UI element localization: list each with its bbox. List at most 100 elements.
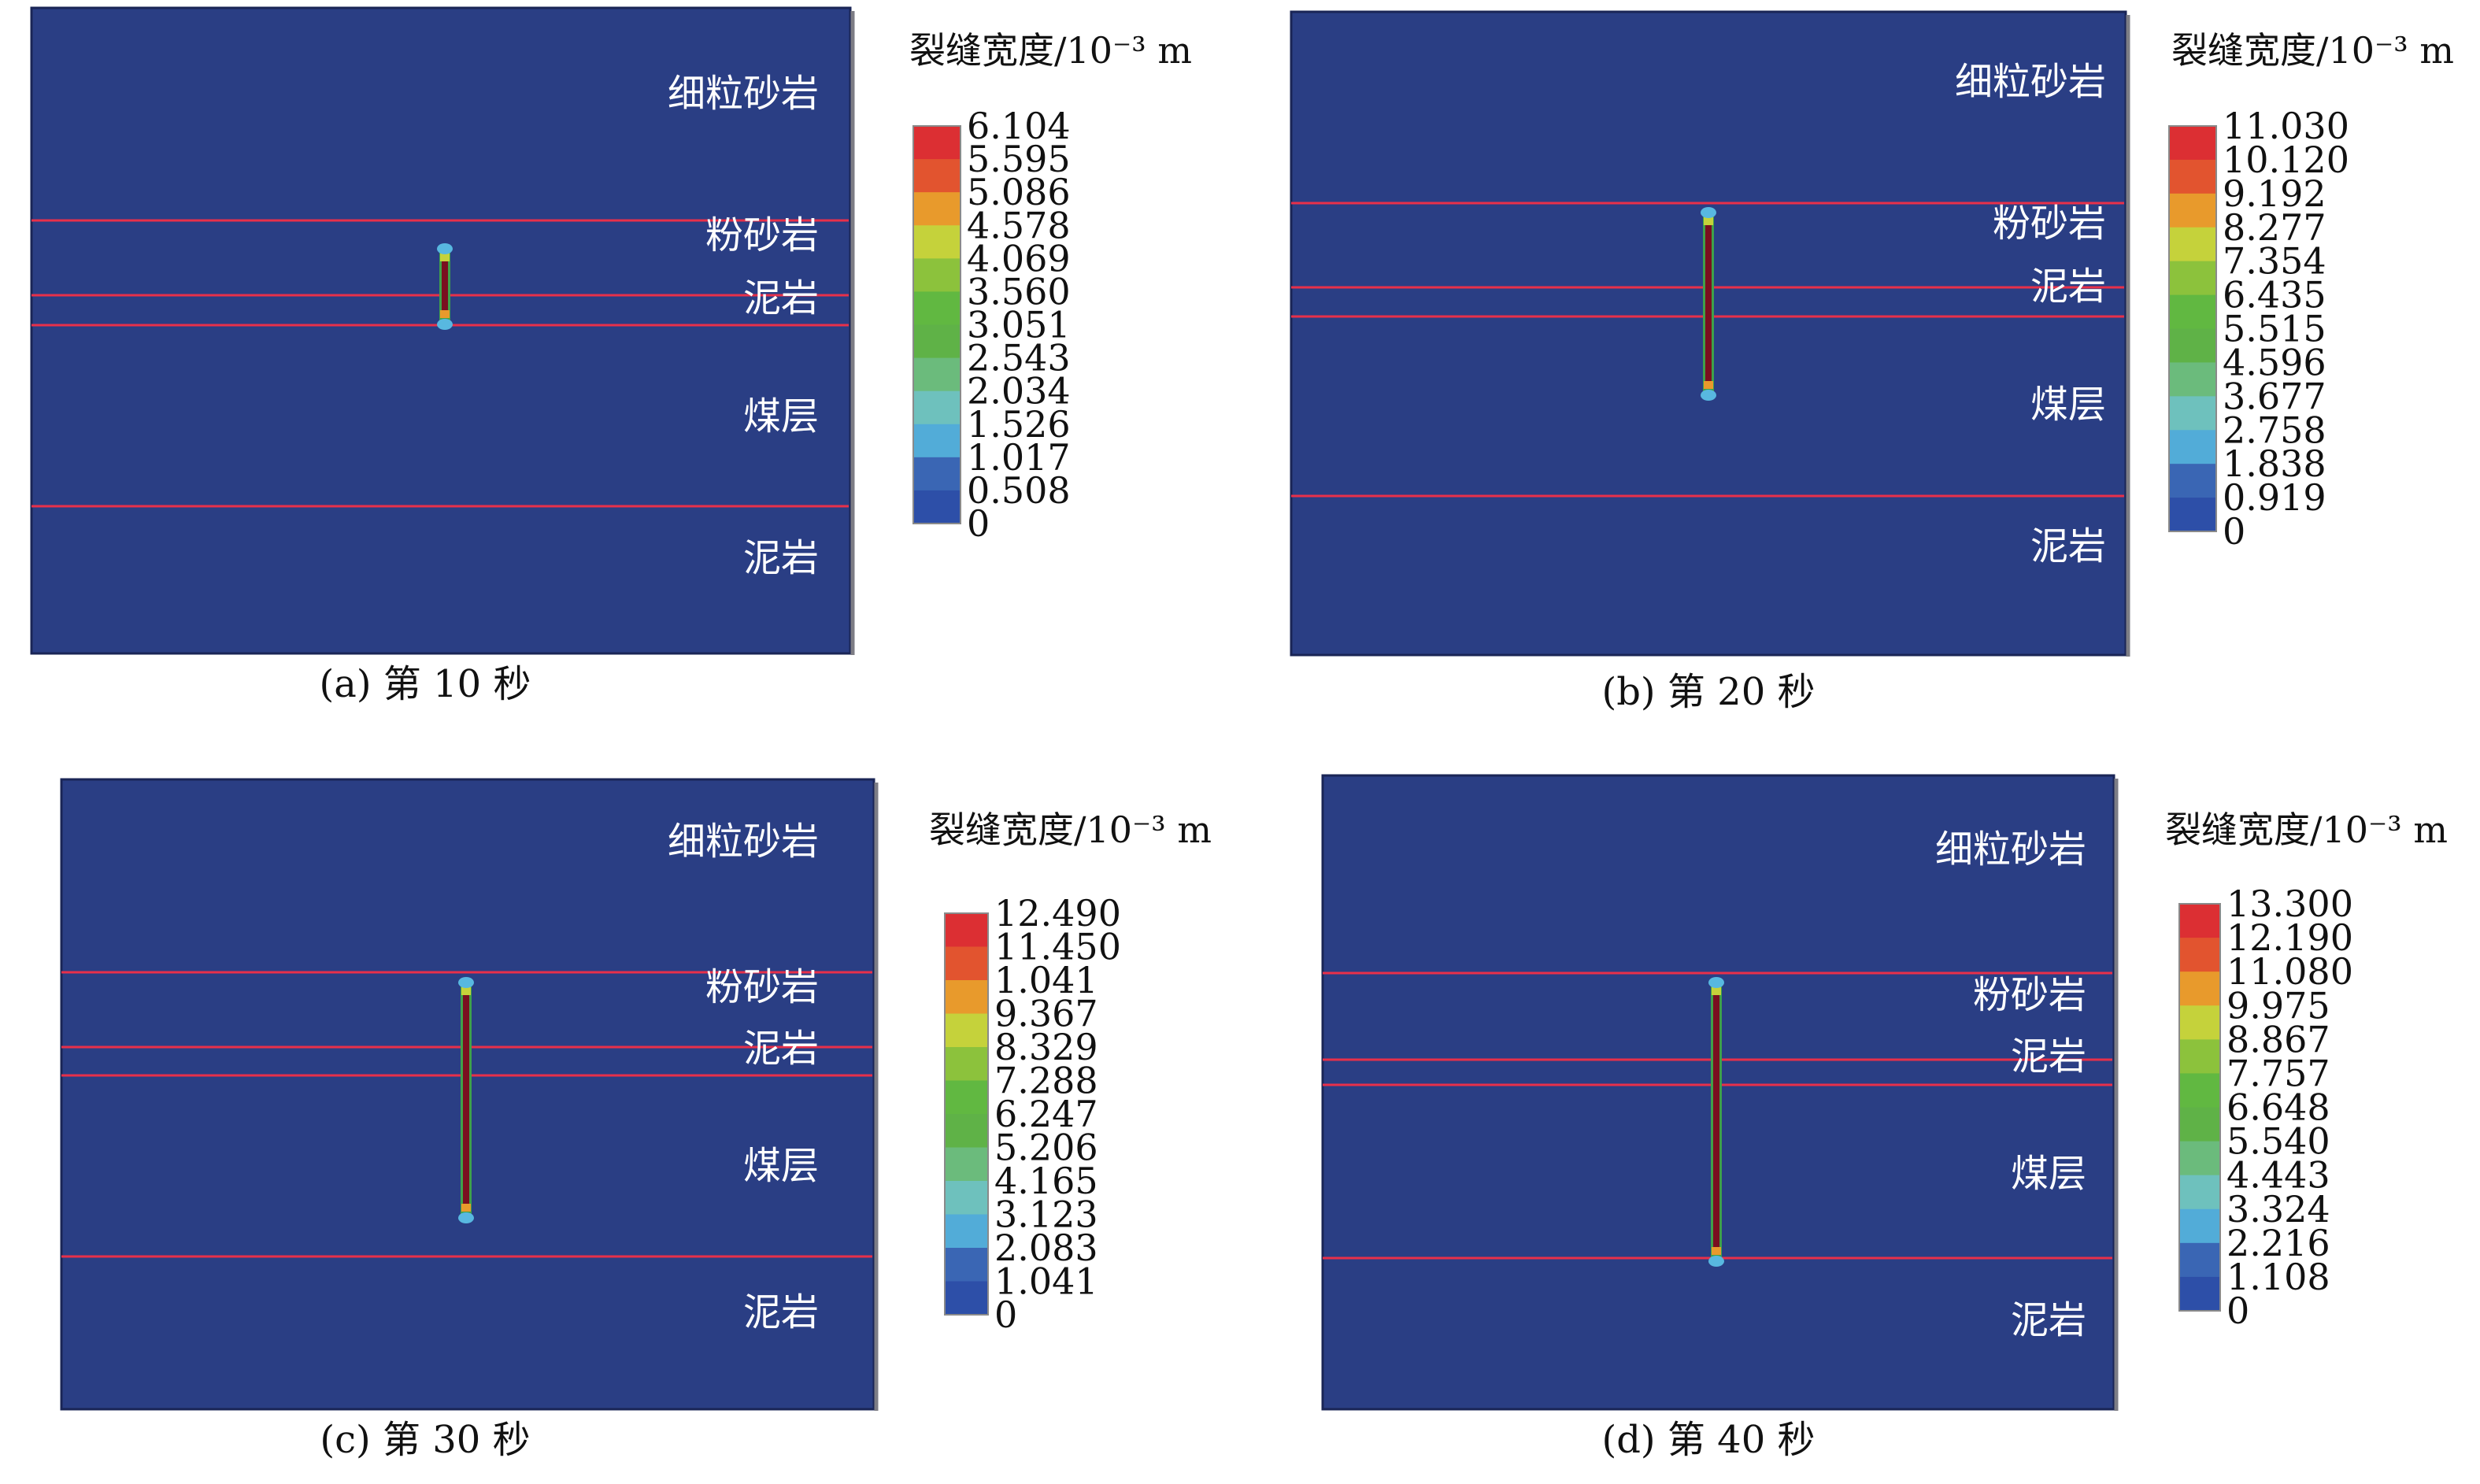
fracture-transition — [1704, 381, 1713, 389]
scale-swatch — [913, 390, 961, 425]
scale-swatch — [945, 1013, 988, 1048]
fracture-tip — [1708, 977, 1724, 988]
scale-swatch — [2169, 294, 2216, 329]
panel-caption: (a) 第 10 秒 — [320, 662, 531, 706]
fracture-transition — [461, 987, 471, 995]
scale-swatch — [913, 424, 961, 458]
scale-tick-label: 1.041 — [994, 1260, 1098, 1303]
panel-caption: (b) 第 20 秒 — [1601, 670, 1815, 714]
scale-swatch — [2179, 1175, 2220, 1210]
layer-label: 粉砂岩 — [705, 213, 819, 257]
fracture-tip — [1701, 390, 1716, 401]
scale-tick-label: 11.080 — [2226, 950, 2353, 993]
scale-frame — [2168, 125, 2217, 532]
scale-tick-label: 2.083 — [994, 1227, 1098, 1269]
scale-tick-label: 1.017 — [967, 436, 1071, 479]
layer-label: 细粒砂岩 — [1935, 827, 2086, 872]
scale-tick-label: 0 — [2223, 510, 2245, 553]
layer-label: 泥岩 — [2030, 524, 2106, 568]
scale-swatch — [945, 1181, 988, 1215]
scale-tick-label: 0 — [967, 502, 990, 545]
scale-tick-label: 3.324 — [2226, 1188, 2330, 1230]
legend-title: 裂缝宽度/10⁻³ m — [929, 809, 1212, 851]
layer-label: 煤层 — [743, 1144, 819, 1188]
fracture-core — [1713, 995, 1719, 1249]
scale-swatch — [945, 980, 988, 1014]
scale-tick-label: 7.354 — [2223, 240, 2326, 283]
scale-tick-label: 2.543 — [967, 337, 1071, 379]
panel-caption: (d) 第 40 秒 — [1601, 1418, 1815, 1462]
scale-swatch — [2169, 261, 2216, 296]
scale-swatch — [2169, 126, 2216, 161]
scale-swatch — [2169, 498, 2216, 532]
scale-swatch — [2179, 1242, 2220, 1278]
fracture-transition — [440, 254, 450, 261]
scale-tick-label: 1.108 — [2226, 1256, 2330, 1298]
scale-swatch — [2179, 1107, 2220, 1142]
scale-tick-label: 0 — [2226, 1290, 2249, 1332]
legend-title: 裂缝宽度/10⁻³ m — [2165, 809, 2448, 851]
scale-swatch — [2179, 904, 2220, 938]
model-domain — [30, 6, 852, 655]
scale-swatch — [2179, 1141, 2220, 1176]
scale-swatch — [913, 324, 961, 359]
fracture-tip — [1701, 207, 1716, 218]
scale-tick-label: 6.648 — [2226, 1086, 2330, 1129]
layer-label: 煤层 — [2030, 383, 2106, 427]
scale-tick-label: 11.030 — [2223, 105, 2349, 147]
scale-tick-label: 4.596 — [2223, 341, 2326, 383]
scale-tick-label: 4.578 — [967, 204, 1071, 246]
scale-swatch — [913, 291, 961, 325]
scale-tick-label: 5.206 — [994, 1127, 1098, 1169]
layer-label: 泥岩 — [743, 276, 819, 320]
scale-tick-label: 5.595 — [967, 138, 1071, 180]
scale-frame — [944, 912, 989, 1316]
layer-label: 泥岩 — [2011, 1034, 2086, 1079]
scale-swatch — [913, 258, 961, 292]
scale-tick-label: 1.838 — [2223, 442, 2326, 485]
fracture-core — [1705, 225, 1712, 383]
scale-tick-label: 1.526 — [967, 403, 1071, 446]
layer-label: 泥岩 — [743, 536, 819, 580]
layer-label: 煤层 — [2011, 1152, 2086, 1196]
layer-label: 粉砂岩 — [1993, 202, 2106, 246]
scale-tick-label: 8.329 — [994, 1026, 1098, 1068]
scale-tick-label: 1.041 — [994, 959, 1098, 1001]
scale-swatch — [913, 457, 961, 491]
fracture-transition — [440, 310, 450, 318]
fracture-tip — [437, 319, 453, 330]
scale-tick-label: 9.975 — [2226, 984, 2330, 1027]
scale-tick-label: 3.051 — [967, 304, 1071, 346]
scale-tick-label: 12.490 — [994, 892, 1121, 934]
scale-swatch — [2169, 328, 2216, 363]
scale-tick-label: 5.515 — [2223, 308, 2326, 350]
scale-swatch — [913, 192, 961, 226]
scale-swatch — [913, 225, 961, 259]
scale-tick-label: 5.086 — [967, 171, 1071, 213]
layer-label: 细粒砂岩 — [668, 820, 819, 864]
scale-swatch — [913, 159, 961, 193]
layer-label: 粉砂岩 — [705, 965, 819, 1009]
scale-tick-label: 6.247 — [994, 1093, 1098, 1135]
legend-title: 裂缝宽度/10⁻³ m — [2171, 29, 2454, 72]
scale-swatch — [2169, 362, 2216, 397]
scale-tick-label: 4.165 — [994, 1160, 1098, 1202]
scale-swatch — [913, 490, 961, 524]
scale-tick-label: 12.190 — [2226, 916, 2353, 959]
fracture-tip — [458, 1212, 474, 1223]
scale-swatch — [945, 1047, 988, 1081]
fracture-tip — [458, 977, 474, 988]
scale-swatch — [2179, 1039, 2220, 1074]
layer-label: 泥岩 — [743, 1290, 819, 1334]
scale-swatch — [945, 1214, 988, 1249]
scale-tick-label: 4.443 — [2226, 1154, 2330, 1197]
layer-label: 细粒砂岩 — [668, 72, 819, 116]
scale-swatch — [913, 126, 961, 160]
scale-frame — [2178, 903, 2221, 1312]
scale-swatch — [2179, 1208, 2220, 1244]
